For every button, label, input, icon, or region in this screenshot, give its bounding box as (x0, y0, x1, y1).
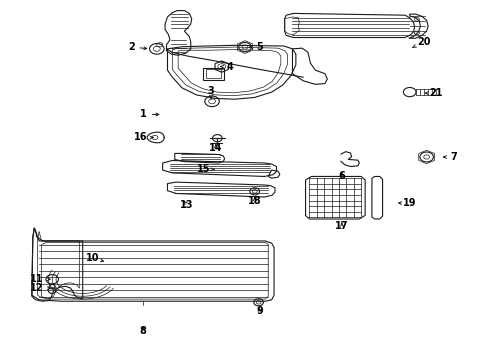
Text: 9: 9 (256, 306, 263, 316)
Text: 18: 18 (248, 196, 262, 206)
Text: 20: 20 (412, 37, 431, 48)
Text: 11: 11 (30, 274, 50, 284)
Text: 19: 19 (399, 198, 416, 208)
Text: 3: 3 (208, 86, 215, 99)
Text: 14: 14 (209, 143, 222, 153)
Text: 16: 16 (134, 132, 153, 143)
Text: 10: 10 (86, 253, 103, 263)
Text: 13: 13 (180, 200, 194, 210)
Text: 12: 12 (30, 283, 50, 293)
Text: 21: 21 (425, 88, 443, 98)
Text: 15: 15 (197, 165, 214, 174)
Text: 5: 5 (250, 42, 263, 52)
Text: 4: 4 (221, 62, 234, 72)
Text: 2: 2 (128, 42, 147, 52)
Text: 1: 1 (140, 109, 159, 120)
Text: 6: 6 (339, 171, 345, 181)
Text: 17: 17 (335, 221, 349, 231)
Text: 8: 8 (140, 326, 147, 336)
Text: 7: 7 (443, 152, 457, 162)
